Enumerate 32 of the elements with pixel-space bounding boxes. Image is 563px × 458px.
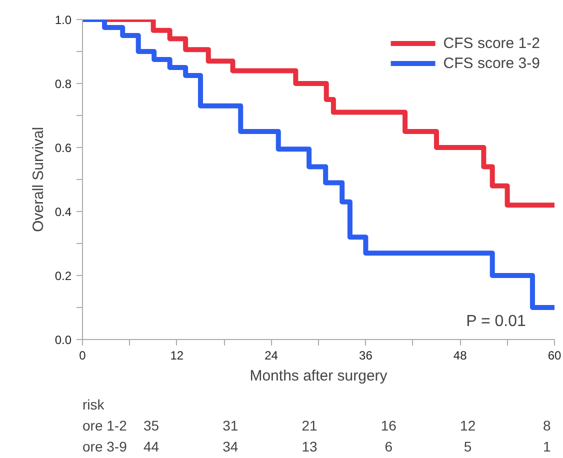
text: 21 bbox=[302, 418, 318, 434]
text: 34 bbox=[222, 438, 238, 454]
y-axis-title: Overall Survival bbox=[30, 126, 47, 232]
x-tick-label: 0 bbox=[79, 348, 86, 362]
text: risk bbox=[82, 396, 106, 412]
text: 16 bbox=[380, 418, 397, 434]
y-tick-label: 0.0 bbox=[54, 333, 72, 347]
text: 44 bbox=[143, 438, 160, 454]
text: 31 bbox=[222, 418, 238, 434]
text: ore 1-2 bbox=[82, 418, 128, 434]
text: 5 bbox=[464, 438, 472, 454]
text: 1 bbox=[543, 438, 552, 454]
x-tick-label: 12 bbox=[170, 348, 184, 362]
text: 13 bbox=[302, 438, 318, 454]
x-tick-label: 60 bbox=[548, 348, 562, 362]
y-tick-label: 0.6 bbox=[54, 141, 72, 155]
x-axis-title: Months after surgery bbox=[250, 368, 388, 384]
y-tick-label: 1.0 bbox=[54, 13, 72, 27]
text: ore 3-9 bbox=[82, 438, 128, 454]
y-tick-label: 0.4 bbox=[54, 205, 72, 219]
legend-label: CFS score 3-9 bbox=[443, 54, 540, 72]
x-tick-label: 48 bbox=[453, 348, 468, 362]
annotation: P = 0.01 bbox=[466, 312, 526, 330]
x-tick-label: 24 bbox=[264, 348, 278, 362]
text: 35 bbox=[143, 418, 160, 434]
text: 8 bbox=[543, 418, 552, 434]
y-tick-label: 0.8 bbox=[54, 77, 72, 91]
text: 6 bbox=[384, 438, 393, 454]
x-tick-label: 36 bbox=[359, 348, 373, 362]
y-tick-label: 0.2 bbox=[54, 269, 72, 283]
text: 12 bbox=[460, 418, 476, 434]
legend-label: CFS score 1-2 bbox=[443, 34, 540, 52]
